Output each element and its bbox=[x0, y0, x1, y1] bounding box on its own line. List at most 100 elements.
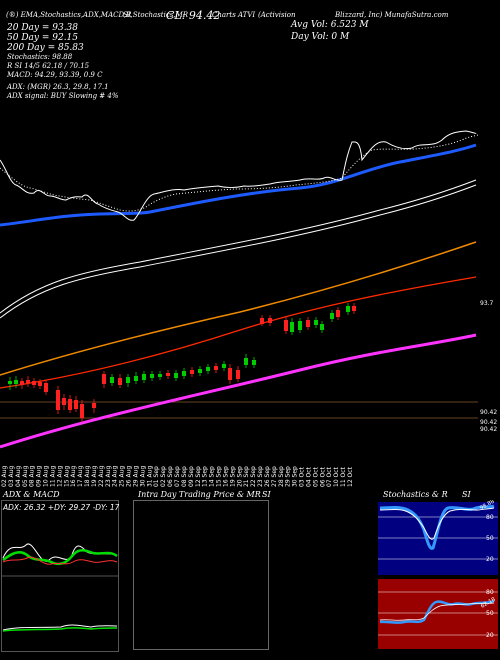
candlestick bbox=[336, 307, 340, 320]
candlestick bbox=[102, 371, 106, 388]
header-title-left: (®) EMA,Stochastics,ADX,MACD,R bbox=[6, 11, 132, 19]
ema200-line bbox=[0, 333, 477, 449]
adx-macd-panel: ADX: 26.32 +DY: 29.27 -DY: 17.07 bbox=[1, 500, 119, 652]
x-axis-date-label: 17 Aug bbox=[77, 466, 84, 487]
header-company-suffix: Blizzard, Inc) MunafaSutra.com bbox=[335, 11, 449, 19]
x-axis-date-label: 04 Oct bbox=[305, 466, 312, 487]
stochastics-line bbox=[379, 504, 495, 550]
intraday-title-suffix: SI bbox=[262, 490, 271, 499]
intraday-title: Intra Day Trading Price & MR bbox=[138, 490, 261, 499]
candlestick bbox=[252, 357, 256, 368]
ema20-line bbox=[0, 143, 477, 227]
x-axis-date-label: 12 Aug bbox=[56, 466, 63, 487]
x-axis-date-label: 03 Oct bbox=[299, 466, 306, 487]
x-axis-date-label: 12 Sep bbox=[195, 466, 202, 487]
ema20-value: 20 Day = 93.38 bbox=[7, 23, 79, 33]
candlestick bbox=[182, 368, 186, 379]
adx-macd-title: ADX & MACD bbox=[3, 490, 60, 499]
candlestick bbox=[268, 315, 272, 326]
candlestick bbox=[244, 354, 248, 368]
x-axis-date-label: 23 Sep bbox=[257, 466, 264, 487]
x-axis-date-label: 31 Aug bbox=[146, 466, 153, 487]
candlestick bbox=[298, 318, 302, 333]
header-title-mid: SI,Stochastics,MR bbox=[123, 11, 189, 19]
ema200-value: 200 Day = 85.83 bbox=[7, 43, 84, 53]
candlestick bbox=[92, 399, 96, 413]
candlestick bbox=[150, 371, 154, 381]
x-axis-date-label: 19 Sep bbox=[229, 466, 236, 487]
stochastics-value: Stochastics: 98.88 bbox=[7, 53, 73, 61]
x-axis-date-label: 03 Aug bbox=[8, 466, 15, 487]
x-axis-date-label: 20 Sep bbox=[236, 466, 243, 487]
x-axis-date-label: 29 Sep bbox=[285, 466, 292, 487]
candlestick bbox=[32, 378, 36, 388]
x-axis-date-label: 30 Aug bbox=[139, 466, 146, 487]
candlestick bbox=[166, 370, 170, 379]
x-axis-date-label: 25 Aug bbox=[119, 466, 126, 487]
candlestick bbox=[330, 310, 334, 322]
candlestick bbox=[290, 318, 294, 335]
x-axis-date-label: 24 Aug bbox=[112, 466, 119, 487]
candlestick bbox=[44, 380, 48, 395]
rsi-tick-80: 80 bbox=[486, 589, 494, 596]
x-axis-date-label: 29 Aug bbox=[132, 466, 139, 487]
candlestick bbox=[284, 316, 288, 334]
x-axis-date-label: 21 Sep bbox=[243, 466, 250, 487]
ema100-line bbox=[0, 241, 477, 376]
candlestick bbox=[346, 303, 350, 315]
candlestick bbox=[314, 317, 318, 328]
x-axis-date-label: 23 Aug bbox=[105, 466, 112, 487]
candlestick bbox=[134, 372, 138, 384]
price-label-top: 93.7 bbox=[480, 300, 494, 307]
day-volume: Day Vol: 0 M bbox=[291, 32, 350, 42]
stochastics-signal-line bbox=[379, 507, 495, 540]
candlestick bbox=[222, 361, 226, 371]
x-axis-date-label: 22 Sep bbox=[250, 466, 257, 487]
candlestick bbox=[126, 374, 130, 387]
x-axis-date-label: 22 Aug bbox=[98, 466, 105, 487]
candlestick bbox=[260, 315, 264, 326]
x-axis-date-label: 15 Sep bbox=[216, 466, 223, 487]
candlestick bbox=[228, 364, 232, 384]
x-axis-date-label: 06 Oct bbox=[319, 466, 326, 487]
candlestick bbox=[214, 363, 218, 373]
x-axis-date-label: 10 Oct bbox=[333, 466, 340, 487]
intraday-panel bbox=[133, 500, 269, 650]
candlestick bbox=[14, 376, 18, 388]
price-avg-line bbox=[0, 134, 479, 212]
price-label-1: 90.42 bbox=[480, 409, 497, 416]
adx-value: ADX: (MGR) 26.3, 29.8, 17.1 bbox=[7, 83, 109, 91]
x-axis-date-label: 05 Oct bbox=[312, 466, 319, 487]
x-axis-date-label: 05 Aug bbox=[22, 466, 29, 487]
header-company: (Activision bbox=[258, 11, 296, 19]
x-axis-date-label: 27 Sep bbox=[271, 466, 278, 487]
price-label-2: 90.42 bbox=[480, 419, 497, 426]
x-axis-date-label: 19 Aug bbox=[91, 466, 98, 487]
candlestick bbox=[56, 386, 60, 414]
ema50-value: 50 Day = 92.15 bbox=[7, 33, 79, 43]
macd-line bbox=[2, 624, 118, 631]
adx-signal: ADX signal: BUY Slowing # 4% bbox=[7, 92, 119, 100]
x-axis-date-label: 11 Aug bbox=[49, 466, 56, 487]
adx-readout: ADX: 26.32 +DY: 29.27 -DY: 17.07 bbox=[2, 503, 119, 512]
x-axis-date-label: 04 Aug bbox=[15, 466, 22, 487]
stochastics-title-suffix: SI bbox=[462, 490, 471, 499]
x-axis-date-label: 07 Sep bbox=[174, 466, 181, 487]
candlestick bbox=[142, 371, 146, 383]
candlestick bbox=[80, 400, 84, 422]
stoch-tick-80: 80 bbox=[486, 514, 494, 521]
macd-signal-line bbox=[2, 627, 118, 632]
x-axis-date-label: 26 Sep bbox=[264, 466, 271, 487]
candlestick bbox=[174, 370, 178, 381]
ema150-line bbox=[0, 276, 477, 389]
candlestick bbox=[62, 394, 66, 410]
x-axis-date-label: 07 Oct bbox=[326, 466, 333, 487]
candlestick bbox=[26, 376, 30, 387]
rsi-value: R SI 14/5 62.18 / 70.15 bbox=[7, 62, 90, 70]
x-axis-date-label: 30 Sep bbox=[292, 466, 299, 487]
x-axis-date-label: 26 Aug bbox=[126, 466, 133, 487]
close-price: CL: 94.42 bbox=[166, 9, 221, 22]
candlestick bbox=[306, 317, 310, 330]
x-axis-date-label: 08 Sep bbox=[181, 466, 188, 487]
x-axis-date-label: 09 Aug bbox=[36, 466, 43, 487]
